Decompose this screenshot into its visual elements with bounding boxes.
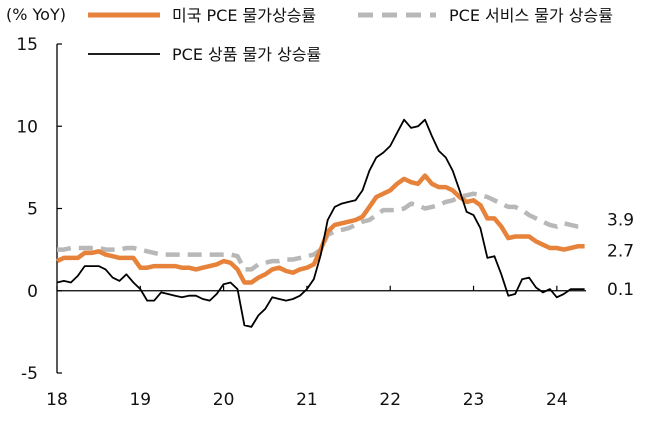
- pce-line: [56, 173, 585, 285]
- pce-goods-line: [56, 118, 585, 328]
- y-tick-label: -5: [21, 364, 38, 384]
- end-labels: 2.7 3.9 0.1: [607, 211, 634, 301]
- x-tick-label: 22: [379, 390, 401, 410]
- series-layer: [56, 118, 585, 328]
- x-tick-label: 24: [546, 390, 568, 410]
- legend-label-pce-services: PCE 서비스 물가 상승률: [449, 6, 613, 25]
- y-unit-label: (% YoY): [6, 5, 66, 24]
- legend-label-pce: 미국 PCE 물가상승률: [172, 6, 316, 25]
- x-tick-label: 18: [46, 390, 68, 410]
- y-tick-label: 15: [16, 35, 38, 55]
- end-label-pce: 2.7: [607, 241, 634, 261]
- end-label-pce-goods: 0.1: [607, 280, 634, 300]
- x-tick-label: 21: [296, 390, 318, 410]
- x-tick-label: 20: [213, 390, 235, 410]
- y-tick-label: 10: [16, 117, 38, 137]
- x-tick-label: 19: [129, 390, 151, 410]
- y-tick-label: 5: [27, 200, 38, 220]
- legend-label-pce-goods: PCE 상품 물가 상승률: [172, 45, 321, 64]
- x-tick-label: 23: [463, 390, 485, 410]
- end-label-pce-services: 3.9: [607, 211, 634, 231]
- y-tick-label: 0: [27, 282, 38, 302]
- axes: 15 10 5 0 -5 18 19 20 21 22 23 24: [16, 35, 586, 410]
- legend: 미국 PCE 물가상승률 PCE 서비스 물가 상승률 PCE 상품 물가 상승…: [88, 6, 613, 64]
